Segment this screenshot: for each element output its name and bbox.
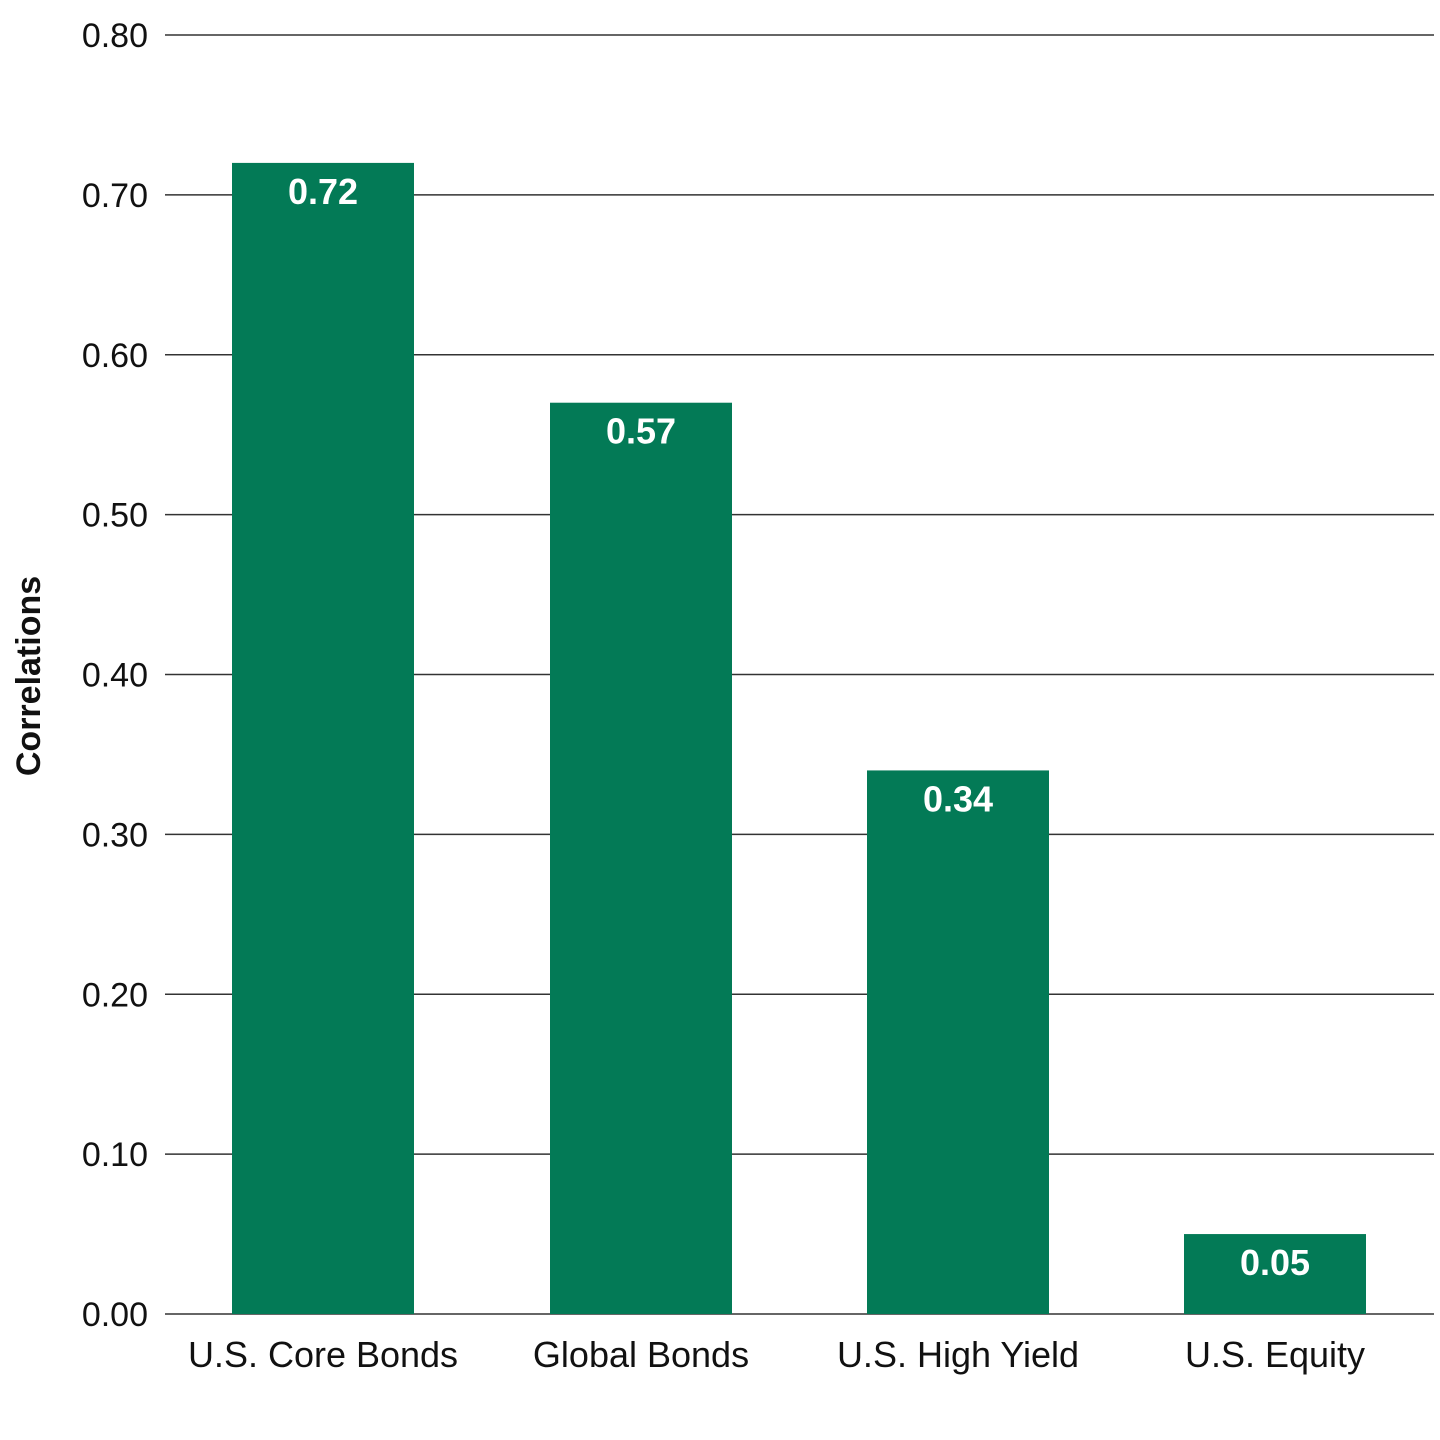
x-category-label: U.S. Equity [1185, 1334, 1365, 1375]
bar-value-label: 0.05 [1240, 1242, 1310, 1283]
x-category-label: Global Bonds [533, 1334, 749, 1375]
x-category-label: U.S. High Yield [837, 1334, 1079, 1375]
y-tick-label: 0.10 [82, 1136, 148, 1174]
y-axis-title: Correlations [10, 576, 48, 776]
y-tick-label: 0.60 [82, 337, 148, 375]
y-tick-label: 0.00 [82, 1296, 148, 1334]
labels: 0.00 0.10 0.20 0.30 0.40 0.50 0.60 0.70 0.80 0.72… [82, 17, 1365, 1375]
bar-value-label: 0.34 [923, 778, 993, 819]
y-tick-label: 0.20 [82, 976, 148, 1014]
bar-value-label: 0.57 [606, 411, 676, 452]
bar [1184, 1234, 1366, 1314]
x-category-label: U.S. Core Bonds [188, 1334, 458, 1375]
y-tick-label: 0.70 [82, 177, 148, 215]
bar-value-label: 0.72 [288, 171, 358, 212]
bar [550, 402, 732, 1314]
y-tick-label: 0.40 [82, 657, 148, 695]
bar [232, 162, 414, 1314]
y-tick-label: 0.50 [82, 497, 148, 535]
y-tick-label: 0.30 [82, 816, 148, 854]
y-tick-label: 0.80 [82, 17, 148, 55]
bar [867, 770, 1049, 1314]
bars [232, 162, 1366, 1314]
